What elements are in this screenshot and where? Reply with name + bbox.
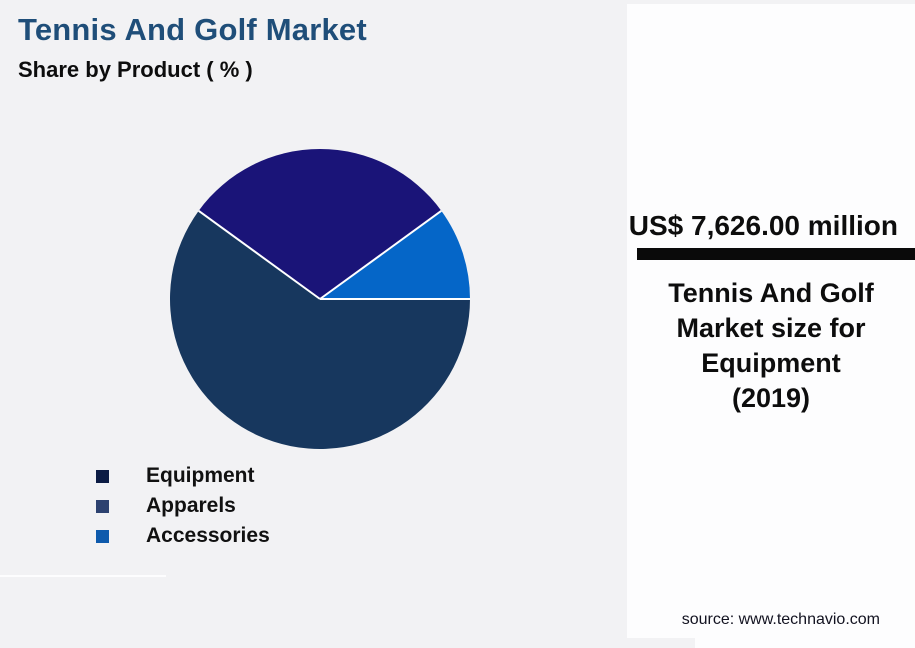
pie-chart xyxy=(169,149,470,450)
legend-label: Apparels xyxy=(146,494,236,517)
panel-bottom-notch xyxy=(627,638,695,648)
source-attribution: source: www.technavio.com xyxy=(681,611,880,628)
legend-label: Accessories xyxy=(146,524,270,547)
legend-label: Equipment xyxy=(146,464,255,487)
callout-rule xyxy=(637,248,915,260)
legend-item-apparels: Apparels xyxy=(96,491,270,521)
pie-slice-divider xyxy=(198,210,321,300)
pie-chart-container xyxy=(165,144,475,454)
legend-item-accessories: Accessories xyxy=(96,521,270,551)
legend-swatch-icon xyxy=(96,529,109,543)
pie-slice-equipment xyxy=(169,210,470,450)
legend: Equipment Apparels Accessories xyxy=(96,461,270,551)
callout-panel xyxy=(627,4,915,648)
legend-swatch-icon xyxy=(96,469,109,483)
legend-swatch-icon xyxy=(96,499,109,513)
callout-description: Tennis And Golf Market size for Equipmen… xyxy=(668,278,874,413)
pie-slice-accessories xyxy=(320,210,470,299)
pie-slice-divider xyxy=(319,210,442,300)
chart-subtitle: Share by Product ( % ) xyxy=(18,57,253,82)
page-title: Tennis And Golf Market xyxy=(18,12,367,47)
legend-item-equipment: Equipment xyxy=(96,461,270,491)
callout-value: US$ 7,626.00 million xyxy=(628,210,898,241)
divider-line-left xyxy=(0,575,166,577)
pie-slice-apparels xyxy=(198,149,442,299)
